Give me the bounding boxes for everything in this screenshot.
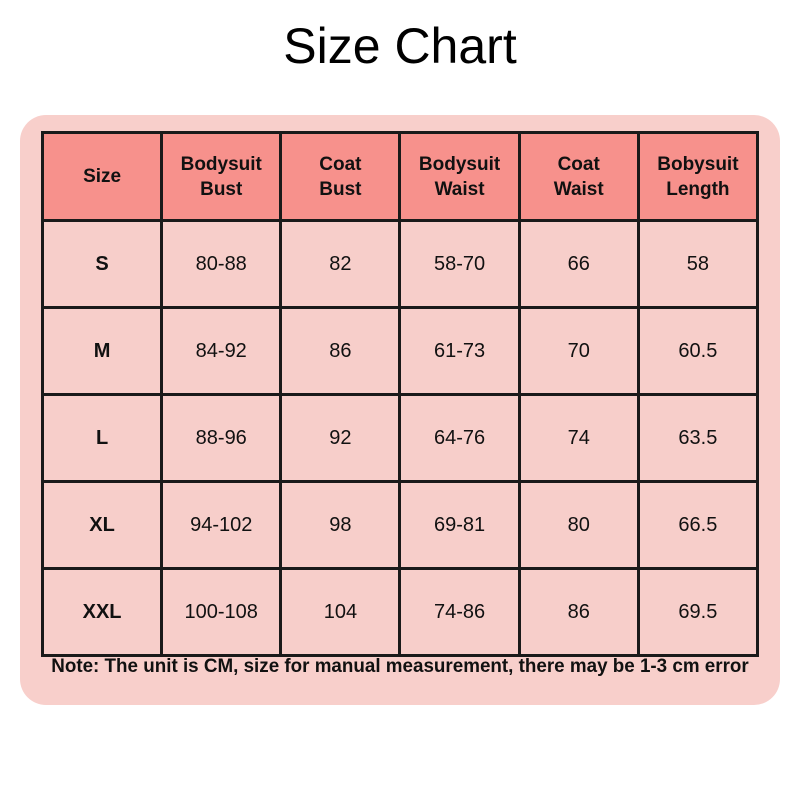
column-header-bodysuit-bust-line2: Bust <box>200 178 243 200</box>
measurement-note: Note: The unit is CM, size for manual me… <box>51 655 749 677</box>
cell-size: XL <box>40 480 164 570</box>
column-header-bobysuit-length-line2: Length <box>666 178 730 200</box>
cell-coat-waist: 80 <box>517 480 640 570</box>
cell-size: M <box>40 306 164 396</box>
cell-bodysuit-waist: 74-86 <box>398 567 521 657</box>
table-body: S 80-88 82 58-70 66 58 M 84-92 86 61-73 … <box>40 219 760 657</box>
size-chart-panel: Size Bodysuit Bust Coat Bust Bodysuit Wa… <box>20 115 780 705</box>
cell-bobysuit-length: 58 <box>636 219 760 309</box>
column-header-coat-bust-line2: Bust <box>319 178 362 200</box>
cell-size: XXL <box>40 567 164 657</box>
table-header-row: Size Bodysuit Bust Coat Bust Bodysuit Wa… <box>40 131 760 222</box>
column-header-bodysuit-waist-line1: Bodysuit <box>418 153 501 175</box>
cell-bodysuit-bust: 80-88 <box>160 219 283 309</box>
cell-bodysuit-waist: 61-73 <box>398 306 521 396</box>
cell-bodysuit-waist: 69-81 <box>398 480 521 570</box>
cell-size: S <box>40 219 164 309</box>
column-header-coat-waist: Coat Waist <box>517 131 640 222</box>
cell-bodysuit-bust: 94-102 <box>160 480 283 570</box>
column-header-coat-bust: Coat Bust <box>279 131 402 222</box>
cell-coat-waist: 86 <box>517 567 640 657</box>
cell-bodysuit-waist: 58-70 <box>398 219 521 309</box>
column-header-bobysuit-length-line1: Bobysuit <box>657 153 739 175</box>
page-title: Size Chart <box>283 18 517 74</box>
cell-coat-bust: 92 <box>279 393 402 483</box>
column-header-bodysuit-waist-line2: Waist <box>434 178 485 200</box>
table-header: Size Bodysuit Bust Coat Bust Bodysuit Wa… <box>40 131 760 222</box>
column-header-bodysuit-waist: Bodysuit Waist <box>398 131 521 222</box>
table-row: M 84-92 86 61-73 70 60.5 <box>40 306 760 396</box>
cell-coat-waist: 70 <box>517 306 640 396</box>
column-header-bodysuit-bust: Bodysuit Bust <box>160 131 283 222</box>
table-row: S 80-88 82 58-70 66 58 <box>40 219 760 309</box>
cell-bobysuit-length: 66.5 <box>636 480 760 570</box>
cell-coat-bust: 104 <box>279 567 402 657</box>
column-header-coat-bust-line1: Coat <box>319 153 362 175</box>
column-header-bobysuit-length: Bobysuit Length <box>636 131 760 222</box>
column-header-coat-waist-line1: Coat <box>557 153 600 175</box>
cell-size: L <box>40 393 164 483</box>
cell-bobysuit-length: 63.5 <box>636 393 760 483</box>
cell-bobysuit-length: 60.5 <box>636 306 760 396</box>
column-header-size-line1: Size <box>83 166 122 187</box>
size-chart-table: Size Bodysuit Bust Coat Bust Bodysuit Wa… <box>40 131 760 657</box>
cell-bodysuit-bust: 88-96 <box>160 393 283 483</box>
column-header-size: Size <box>40 131 164 222</box>
column-header-coat-waist-line2: Waist <box>553 178 604 200</box>
cell-coat-waist: 66 <box>517 219 640 309</box>
cell-coat-bust: 98 <box>279 480 402 570</box>
cell-bobysuit-length: 69.5 <box>636 567 760 657</box>
column-header-bodysuit-bust-line1: Bodysuit <box>180 153 262 175</box>
cell-bodysuit-waist: 64-76 <box>398 393 521 483</box>
cell-coat-bust: 82 <box>279 219 402 309</box>
table-row: L 88-96 92 64-76 74 63.5 <box>40 393 760 483</box>
cell-coat-waist: 74 <box>517 393 640 483</box>
cell-bodysuit-bust: 84-92 <box>160 306 283 396</box>
table-row: XL 94-102 98 69-81 80 66.5 <box>40 480 760 570</box>
cell-coat-bust: 86 <box>279 306 402 396</box>
cell-bodysuit-bust: 100-108 <box>160 567 283 657</box>
table-row: XXL 100-108 104 74-86 86 69.5 <box>40 567 760 657</box>
